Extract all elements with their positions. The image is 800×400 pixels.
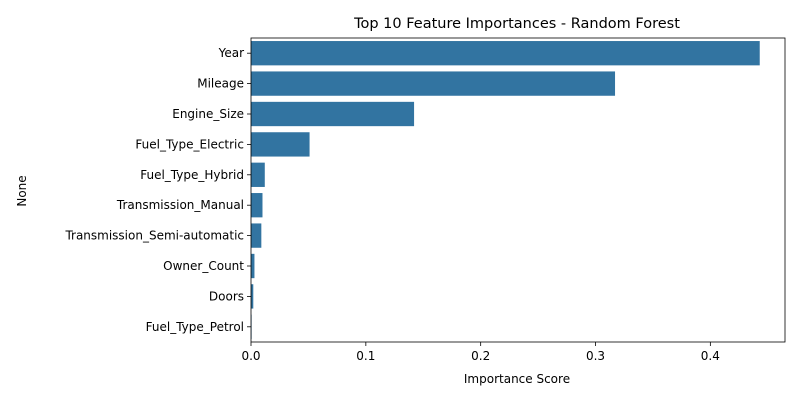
y-tick-label: Transmission_Semi-automatic: [64, 229, 244, 243]
y-tick-label: Owner_Count: [163, 259, 244, 273]
y-tick-label: Year: [218, 46, 244, 60]
axes-frame: [250, 37, 786, 343]
x-tick-label: 0.2: [471, 349, 490, 363]
x-tick-label: 0.1: [356, 349, 375, 363]
bar-transmission-semi-automatic: [251, 223, 262, 248]
bar-mileage: [251, 71, 616, 96]
x-axis-label: Importance Score: [464, 372, 570, 386]
y-tick-label: Fuel_Type_Petrol: [146, 320, 244, 334]
x-tick-label: 0.3: [586, 349, 605, 363]
chart-title: Top 10 Feature Importances - Random Fore…: [353, 16, 680, 32]
plot-area: Year Mileage Engine_Size Fuel_Type_Electric…: [64, 37, 786, 363]
y-tick-label: Engine_Size: [172, 107, 244, 121]
bar-doors: [251, 284, 254, 309]
bar-transmission-manual: [251, 193, 263, 218]
bar-fuel-type-hybrid: [251, 162, 265, 187]
y-tick-label: Transmission_Manual: [116, 198, 244, 212]
y-tick-label: Doors: [209, 289, 244, 303]
x-tick-label: 0.0: [241, 349, 260, 363]
bar-year: [251, 41, 760, 66]
bar-fuel-type-electric: [251, 132, 310, 157]
bar-owner-count: [251, 253, 255, 279]
x-tick-label: 0.4: [701, 349, 720, 363]
y-tick-label: Fuel_Type_Hybrid: [140, 168, 244, 182]
bar-engine-size: [251, 101, 415, 127]
y-axis-label: None: [15, 175, 29, 206]
y-tick-label: Fuel_Type_Electric: [135, 137, 244, 151]
y-tick-label: Mileage: [197, 77, 244, 91]
